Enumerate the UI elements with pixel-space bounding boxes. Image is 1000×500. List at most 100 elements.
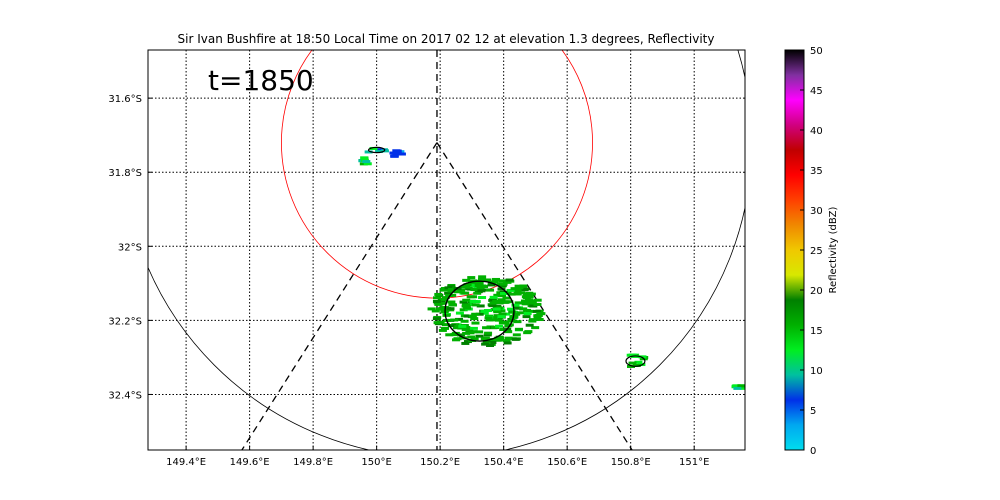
echo-contour xyxy=(625,355,646,367)
echo-cell xyxy=(480,311,489,315)
echo-cell xyxy=(522,315,531,319)
echo-cell xyxy=(501,320,510,324)
echo-cell xyxy=(446,307,455,311)
echo-cell xyxy=(499,291,508,295)
echo-cell xyxy=(473,291,482,295)
echo-cell xyxy=(498,312,507,316)
echo-cell xyxy=(497,315,506,319)
x-tick-label: 149.8°E xyxy=(293,457,333,468)
echo-cell xyxy=(475,312,484,316)
reflectivity-echoes xyxy=(358,146,745,390)
echo-cell xyxy=(511,303,520,307)
x-tick-label: 149.6°E xyxy=(230,457,270,468)
echo-cell xyxy=(445,333,454,337)
echo-cell xyxy=(369,146,378,150)
echo-region xyxy=(364,146,389,154)
echo-cell xyxy=(487,283,496,287)
echo-cell xyxy=(457,288,466,292)
echo-cell xyxy=(476,287,485,291)
echo-cell xyxy=(626,364,635,368)
echo-cell xyxy=(527,299,536,303)
colorbar-tick-label: 45 xyxy=(810,86,823,97)
echo-cell xyxy=(533,302,542,306)
echo-cell xyxy=(452,338,461,342)
echo-cell xyxy=(533,298,542,302)
echo-cell xyxy=(504,336,513,340)
echo-cell xyxy=(463,306,472,310)
echo-cell xyxy=(460,319,469,323)
echo-cell xyxy=(466,295,475,299)
echo-cell xyxy=(432,296,441,300)
echo-cell xyxy=(632,363,641,367)
echo-cell xyxy=(502,296,511,300)
echo-cell xyxy=(470,337,479,341)
echo-cell xyxy=(397,152,406,156)
echo-cell xyxy=(529,304,538,308)
echo-cell xyxy=(532,309,541,313)
echo-cell xyxy=(444,291,453,295)
echo-cell xyxy=(455,311,464,315)
echo-cell xyxy=(468,314,477,318)
echo-cell xyxy=(462,298,471,302)
echo-cell xyxy=(533,316,542,320)
echo-cell xyxy=(478,284,487,288)
echo-cell xyxy=(440,310,449,314)
echo-cell xyxy=(456,333,465,337)
echo-cell xyxy=(455,317,464,321)
echo-cell xyxy=(375,149,384,153)
echo-cell xyxy=(462,331,471,335)
echo-cell xyxy=(493,293,502,297)
echo-cell xyxy=(486,344,495,348)
echo-cell xyxy=(461,304,470,308)
colorbar-tick-label: 20 xyxy=(810,286,823,297)
echo-cell xyxy=(462,325,471,329)
echo-cell xyxy=(511,337,520,341)
echo-cell xyxy=(434,292,443,296)
echo-cell xyxy=(461,291,470,295)
echo-cell xyxy=(521,302,530,306)
colorbar: 0 5 10 15 20 25 30 35 40 45 50 Reflectivity (dBZ) xyxy=(784,46,839,457)
echo-cell xyxy=(432,317,441,321)
echo-cell xyxy=(427,307,436,311)
echo-cell xyxy=(638,355,647,359)
colorbar-ticks: 0 5 10 15 20 25 30 35 40 45 50 xyxy=(800,46,823,457)
echo-cell xyxy=(480,309,489,313)
echo-cell xyxy=(512,333,521,337)
echo-cell xyxy=(492,277,501,281)
x-tick-label: 150.2°E xyxy=(420,457,460,468)
echo-cell xyxy=(476,304,485,308)
y-tick-label: 32.2°S xyxy=(108,316,142,327)
echo-cell xyxy=(490,326,499,330)
echo-cell xyxy=(450,318,459,322)
echo-cell xyxy=(472,300,481,304)
echo-cell xyxy=(504,330,513,334)
echo-cell xyxy=(463,283,472,287)
echo-cell xyxy=(496,300,505,304)
colorbar-label: Reflectivity (dBZ) xyxy=(828,206,839,293)
colorbar-tick-label: 5 xyxy=(810,406,816,417)
echo-region xyxy=(427,275,546,348)
echo-cell xyxy=(475,330,484,334)
echo-cell xyxy=(733,386,742,390)
echo-cell xyxy=(477,277,486,281)
y-tick-label: 32°S xyxy=(118,242,142,253)
echo-cell xyxy=(432,299,441,303)
echo-cell xyxy=(634,360,643,364)
echo-cell xyxy=(470,288,479,292)
echo-cell xyxy=(514,284,523,288)
echo-cell xyxy=(393,149,402,153)
echo-cell xyxy=(477,289,486,293)
echo-cell xyxy=(469,330,478,334)
echo-cell xyxy=(507,307,516,311)
echo-cell xyxy=(390,154,399,158)
echo-cell xyxy=(482,326,491,330)
echo-cell xyxy=(488,340,497,344)
echo-cell xyxy=(525,323,534,327)
echo-cell xyxy=(500,300,509,304)
echo-cell xyxy=(505,278,514,282)
colorbar-tick-label: 25 xyxy=(810,246,823,257)
echo-cell xyxy=(484,331,493,335)
echo-cell xyxy=(484,316,493,320)
x-axis-ticks: 149.4°E 149.6°E 149.8°E 150°E 150.2°E 150.4°E… xyxy=(166,446,709,468)
echo-cell xyxy=(519,307,528,311)
